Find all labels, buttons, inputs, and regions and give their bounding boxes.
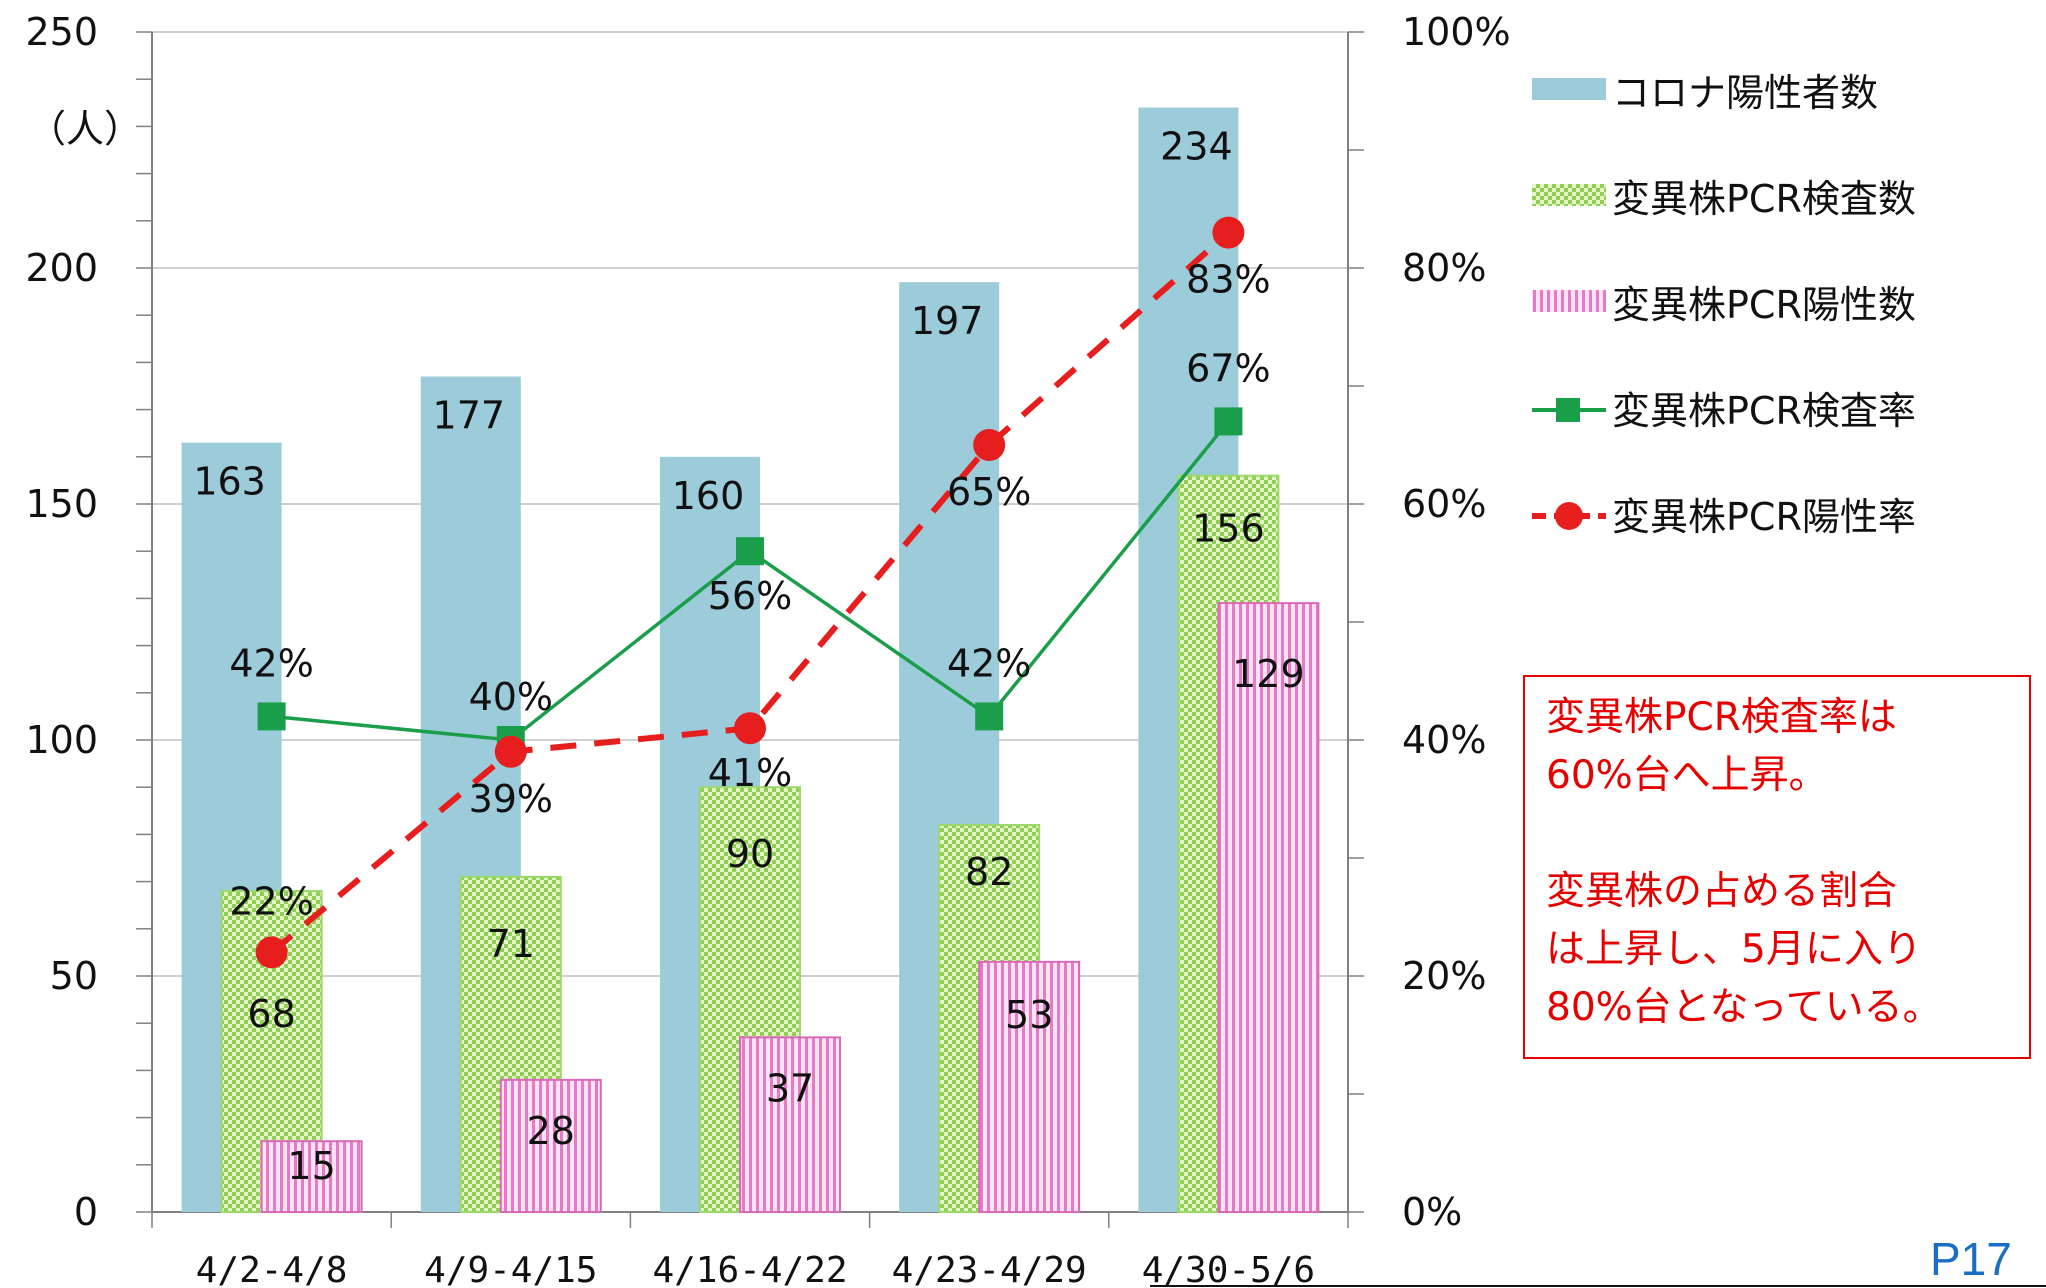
line-marker bbox=[257, 702, 286, 731]
bar-value-label: 177 bbox=[433, 394, 506, 438]
data-labels: 163 177 160 197 234 68 71 90 82 156 15 28 37 53 129 42%… bbox=[193, 125, 1304, 1189]
x-tick-label: 4/9-4/15 bbox=[424, 1250, 597, 1288]
bar-value-label: 234 bbox=[1160, 125, 1233, 169]
bar-value-label: 90 bbox=[726, 832, 774, 876]
legend: コロナ陽性者数変異株PCR検査数変異株PCR陽性数変異株PCR検査率変異株PCR… bbox=[1532, 71, 1916, 539]
y-left-tick-label: 250 bbox=[25, 10, 98, 54]
bar bbox=[978, 960, 1081, 1214]
line-value-label: 56% bbox=[708, 574, 792, 618]
y-right-tick-label: 0% bbox=[1402, 1190, 1462, 1234]
axes: 0 50 100 150 200 250 0% 20% 40% 60% 80% 100% 4/2-4/8… bbox=[25, 10, 1510, 1288]
line-marker bbox=[255, 936, 288, 969]
bar bbox=[260, 1140, 363, 1213]
bar-value-label: 197 bbox=[911, 299, 984, 343]
line-value-label: 65% bbox=[947, 470, 1031, 514]
line-value-label: 42% bbox=[947, 641, 1031, 685]
bar-value-label: 129 bbox=[1232, 652, 1305, 696]
annotation-line: 変異株PCR検査率は bbox=[1546, 695, 1897, 740]
legend-label: コロナ陽性者数 bbox=[1612, 71, 1878, 115]
line-value-label: 39% bbox=[469, 777, 553, 821]
bar-value-label: 28 bbox=[527, 1109, 575, 1153]
y-right-tick-label: 40% bbox=[1402, 718, 1486, 762]
y-left-tick-label: 100 bbox=[25, 718, 98, 762]
line-marker bbox=[973, 429, 1006, 461]
x-tick-label: 4/16-4/22 bbox=[652, 1250, 847, 1288]
annotation-text: 変異株PCR検査率は 60%台へ上昇。変異株の占める割合は上昇し、5月に入り 80%… bbox=[1546, 695, 1942, 1030]
line-value-label: 42% bbox=[229, 641, 313, 685]
line-value-label: 67% bbox=[1186, 346, 1270, 390]
bar bbox=[1217, 602, 1320, 1213]
bar-value-label: 163 bbox=[193, 460, 266, 504]
legend-label: 変異株PCR陽性数 bbox=[1612, 283, 1916, 327]
bar-value-label: 156 bbox=[1192, 507, 1265, 551]
y-axis-unit: （人） bbox=[28, 107, 142, 151]
legend-swatch bbox=[1532, 290, 1606, 312]
bar-value-label: 71 bbox=[487, 922, 535, 966]
line-marker bbox=[975, 702, 1004, 731]
annotation-line: 80%台となっている。 bbox=[1546, 985, 1942, 1030]
line-value-label: 40% bbox=[469, 675, 553, 719]
lines bbox=[255, 216, 1245, 969]
bar bbox=[499, 1078, 602, 1213]
legend-swatch bbox=[1532, 78, 1606, 100]
bar-value-label: 53 bbox=[1005, 993, 1053, 1037]
legend-marker bbox=[1556, 398, 1580, 422]
legend-swatch bbox=[1532, 184, 1606, 206]
line-value-label: 83% bbox=[1186, 258, 1270, 302]
legend-item: 変異株PCR検査率 bbox=[1532, 389, 1916, 433]
line-marker bbox=[1212, 216, 1245, 249]
x-tick-label: 4/23-4/29 bbox=[892, 1250, 1087, 1288]
y-left-tick-label: 50 bbox=[50, 954, 98, 998]
legend-label: 変異株PCR陽性率 bbox=[1612, 495, 1916, 539]
line-marker bbox=[734, 712, 766, 745]
bar-value-label: 160 bbox=[672, 474, 745, 518]
bar-value-label: 15 bbox=[287, 1144, 335, 1188]
page-label: P17 bbox=[1930, 1233, 2012, 1285]
y-right-tick-label: 20% bbox=[1402, 954, 1486, 998]
annotation-line: は上昇し、5月に入り bbox=[1546, 927, 1922, 972]
y-right-tick-label: 100% bbox=[1402, 10, 1511, 54]
line-marker bbox=[1214, 407, 1243, 436]
legend-item: 変異株PCR陽性率 bbox=[1532, 495, 1916, 539]
y-right-tick-label: 60% bbox=[1402, 482, 1486, 526]
bar bbox=[739, 1036, 841, 1213]
legend-item: コロナ陽性者数 bbox=[1532, 71, 1878, 115]
annotation-line: 60%台へ上昇。 bbox=[1546, 753, 1828, 798]
y-left-tick-label: 200 bbox=[25, 246, 98, 290]
line-marker bbox=[494, 735, 527, 768]
y-left-tick-label: 0 bbox=[74, 1190, 98, 1234]
line-value-label: 41% bbox=[708, 751, 792, 795]
bar-value-label: 82 bbox=[965, 850, 1013, 894]
line-value-label: 22% bbox=[229, 879, 313, 923]
bar-value-label: 37 bbox=[766, 1066, 814, 1110]
x-tick-label: 4/30-5/6 bbox=[1142, 1250, 1315, 1288]
annotation-box: 変異株PCR検査率は 60%台へ上昇。変異株の占める割合は上昇し、5月に入り 80%… bbox=[1523, 675, 2031, 1059]
legend-label: 変異株PCR検査数 bbox=[1612, 177, 1916, 221]
legend-label: 変異株PCR検査率 bbox=[1612, 389, 1916, 433]
x-tick-label: 4/2-4/8 bbox=[196, 1250, 348, 1288]
y-left-tick-label: 150 bbox=[25, 482, 98, 526]
line-marker bbox=[736, 537, 764, 566]
legend-marker bbox=[1555, 502, 1583, 530]
legend-item: 変異株PCR検査数 bbox=[1532, 177, 1916, 221]
legend-item: 変異株PCR陽性数 bbox=[1532, 283, 1916, 327]
y-right-tick-label: 80% bbox=[1402, 246, 1486, 290]
bar-value-label: 68 bbox=[247, 992, 295, 1036]
bars bbox=[181, 107, 1320, 1214]
annotation-line: 変異株の占める割合 bbox=[1546, 869, 1897, 914]
